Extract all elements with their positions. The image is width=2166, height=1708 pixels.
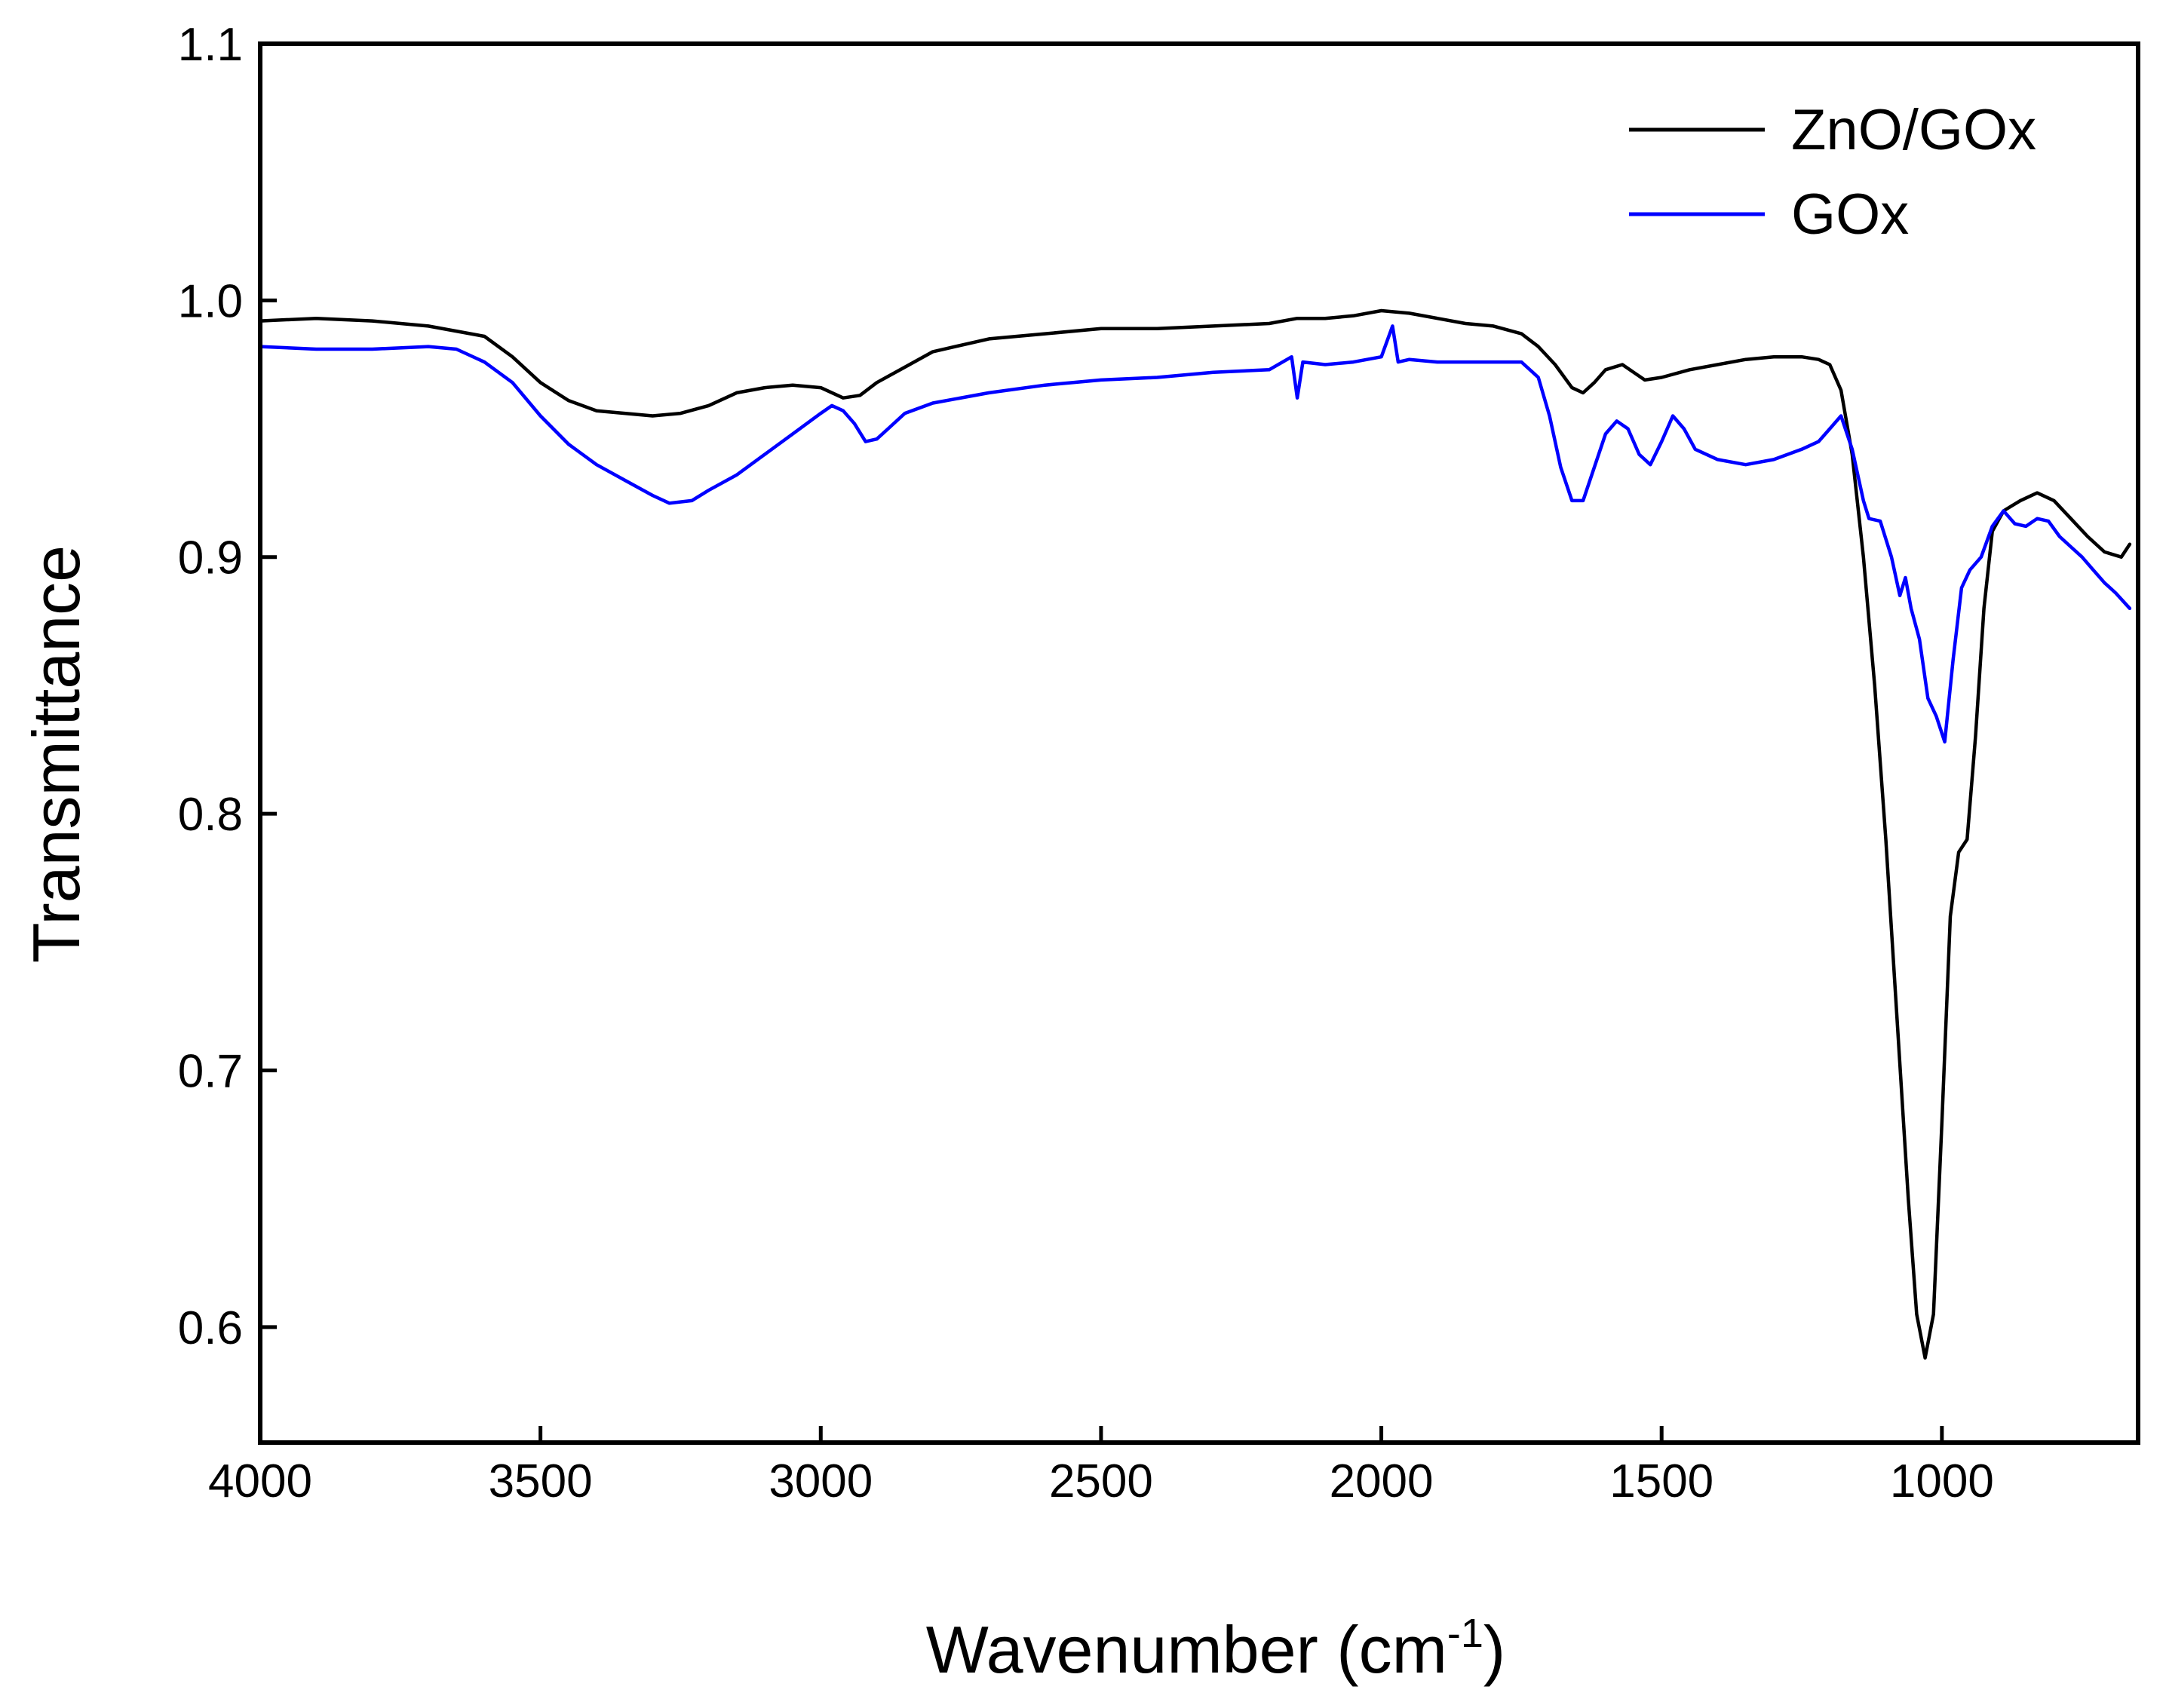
- legend-label-gox: GOx: [1791, 182, 1909, 247]
- y-tick-label: 1.1: [178, 19, 243, 71]
- x-axis-title-text: Wavenumber (cm: [926, 1612, 1447, 1687]
- x-tick-label: 2000: [1330, 1455, 1434, 1507]
- x-tick-label: 2500: [1049, 1455, 1153, 1507]
- x-tick-label: 1000: [1890, 1455, 1994, 1507]
- series-layer: [258, 308, 2132, 1360]
- legend: ZnO/GOx GOx: [1629, 98, 2036, 247]
- x-axis-title: Wavenumber (cm-1): [926, 1611, 1505, 1687]
- plot-frame: [258, 41, 2140, 1445]
- x-tick-label: 3500: [489, 1455, 593, 1507]
- ticks-layer: 4000 3500 3000 2500 2000 1500 1000 0.6 0.7 0.8 0.9…: [178, 19, 1994, 1507]
- y-axis-title: Transmittance: [19, 545, 94, 963]
- legend-label-zno-gox: ZnO/GOx: [1791, 98, 2036, 162]
- y-tick-label: 0.7: [178, 1045, 243, 1097]
- x-axis-title-superscript: -1: [1447, 1611, 1483, 1656]
- x-tick-label: 3000: [769, 1455, 873, 1507]
- series-line-zno-gox: [258, 308, 2132, 1360]
- y-tick-label: 1.0: [178, 275, 243, 327]
- y-tick-label: 0.8: [178, 789, 243, 841]
- x-tick-label: 4000: [208, 1455, 312, 1507]
- x-tick-label: 1500: [1609, 1455, 1713, 1507]
- x-axis-title-close: ): [1483, 1612, 1505, 1687]
- y-tick-label: 0.9: [178, 532, 243, 584]
- y-tick-label: 0.6: [178, 1302, 243, 1354]
- series-line-gox: [258, 324, 2132, 744]
